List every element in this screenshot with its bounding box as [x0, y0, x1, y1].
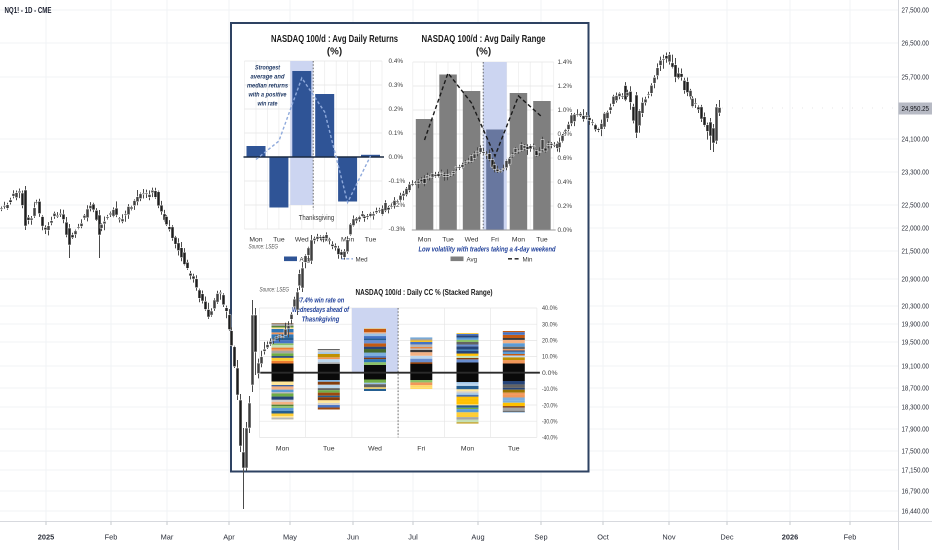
svg-text:0.4%: 0.4% — [389, 58, 404, 65]
svg-text:-20.0%: -20.0% — [542, 402, 558, 409]
svg-text:24,950.25: 24,950.25 — [902, 104, 930, 113]
svg-text:0.8%: 0.8% — [558, 131, 573, 138]
svg-text:19,500.00: 19,500.00 — [902, 338, 930, 347]
svg-text:17,150.00: 17,150.00 — [902, 466, 930, 475]
svg-text:NASDAQ 100/d : Avg Daily Range: NASDAQ 100/d : Avg Daily Range — [422, 34, 546, 45]
svg-text:-0.1%: -0.1% — [389, 178, 406, 185]
svg-text:22,500.00: 22,500.00 — [902, 201, 930, 210]
svg-text:Mar: Mar — [161, 533, 174, 542]
svg-text:16,790.00: 16,790.00 — [902, 487, 930, 496]
svg-text:median returns: median returns — [247, 83, 288, 90]
svg-text:1.2%: 1.2% — [558, 83, 573, 90]
svg-text:67.4% win rate on: 67.4% win rate on — [297, 298, 345, 305]
svg-text:with a positive: with a positive — [249, 92, 287, 99]
svg-text:0.0%: 0.0% — [542, 370, 558, 377]
svg-text:Wed: Wed — [465, 237, 479, 244]
svg-text:Source: LSEG: Source: LSEG — [249, 244, 279, 251]
svg-text:Fri: Fri — [491, 237, 499, 244]
svg-text:0.4%: 0.4% — [558, 179, 573, 186]
svg-text:Feb: Feb — [844, 533, 857, 542]
svg-text:0.1%: 0.1% — [389, 130, 404, 137]
svg-text:Wed: Wed — [295, 237, 309, 244]
svg-text:17,900.00: 17,900.00 — [902, 425, 930, 434]
svg-text:Thanksgiving: Thanksgiving — [299, 213, 335, 222]
svg-text:0.0%: 0.0% — [389, 154, 404, 161]
svg-text:Mon: Mon — [276, 446, 289, 453]
svg-text:(%): (%) — [476, 47, 491, 58]
svg-text:Apr: Apr — [223, 533, 235, 542]
svg-text:Tue: Tue — [323, 446, 335, 453]
svg-text:(%): (%) — [327, 47, 342, 58]
svg-text:24,100.00: 24,100.00 — [902, 135, 930, 144]
svg-text:win rate: win rate — [258, 101, 278, 108]
svg-text:NASDAQ 100/d : Daily CC % (Sta: NASDAQ 100/d : Daily CC % (Stacked Range… — [356, 288, 493, 297]
svg-text:Mon: Mon — [512, 237, 525, 244]
svg-text:Mon: Mon — [461, 446, 474, 453]
svg-text:0.2%: 0.2% — [558, 203, 573, 210]
svg-text:-40.0%: -40.0% — [542, 435, 558, 442]
svg-text:18,300.00: 18,300.00 — [902, 403, 930, 412]
svg-text:Sep: Sep — [534, 533, 547, 542]
svg-text:Fri: Fri — [417, 446, 425, 453]
svg-text:Wed: Wed — [368, 446, 382, 453]
svg-text:2025: 2025 — [38, 533, 54, 542]
svg-text:-0.2%: -0.2% — [389, 202, 406, 209]
svg-text:Oct: Oct — [597, 533, 609, 542]
svg-text:-30.0%: -30.0% — [542, 418, 558, 425]
svg-text:27,500.00: 27,500.00 — [902, 6, 930, 15]
svg-text:Thasnkgiving: Thasnkgiving — [302, 316, 340, 323]
svg-text:Avg: Avg — [467, 257, 478, 264]
svg-text:22,000.00: 22,000.00 — [902, 224, 930, 233]
svg-text:Strongest: Strongest — [255, 65, 281, 72]
svg-text:Min: Min — [523, 257, 534, 264]
svg-text:May: May — [283, 533, 297, 542]
svg-text:0.6%: 0.6% — [558, 155, 573, 162]
svg-text:Tue: Tue — [536, 237, 548, 244]
svg-text:30.0%: 30.0% — [542, 321, 558, 328]
svg-text:Jul: Jul — [408, 533, 418, 542]
svg-text:NQ1! - 1D - CME: NQ1! - 1D - CME — [5, 6, 53, 15]
svg-text:Mon: Mon — [418, 237, 431, 244]
svg-text:20,300.00: 20,300.00 — [902, 302, 930, 311]
svg-text:Source: LSEG: Source: LSEG — [260, 287, 290, 294]
svg-text:25,700.00: 25,700.00 — [902, 73, 930, 82]
svg-text:20,900.00: 20,900.00 — [902, 275, 930, 284]
svg-text:Mon: Mon — [249, 237, 262, 244]
svg-text:Wednesdays ahead of: Wednesdays ahead of — [292, 307, 350, 314]
svg-text:Tue: Tue — [508, 446, 520, 453]
svg-text:Jun: Jun — [347, 533, 359, 542]
svg-text:23,300.00: 23,300.00 — [902, 168, 930, 177]
svg-text:Tue: Tue — [365, 237, 377, 244]
svg-text:Feb: Feb — [105, 533, 118, 542]
svg-text:NASDAQ 100/d : Avg Daily Retur: NASDAQ 100/d : Avg Daily Returns — [271, 34, 398, 45]
svg-text:21,500.00: 21,500.00 — [902, 247, 930, 256]
svg-text:19,100.00: 19,100.00 — [902, 362, 930, 371]
svg-text:1.0%: 1.0% — [558, 107, 573, 114]
svg-text:17,500.00: 17,500.00 — [902, 447, 930, 456]
svg-text:-10.0%: -10.0% — [542, 386, 558, 393]
svg-text:0.2%: 0.2% — [389, 106, 404, 113]
svg-text:19,900.00: 19,900.00 — [902, 320, 930, 329]
svg-text:Med: Med — [356, 257, 369, 264]
svg-text:average and: average and — [251, 74, 286, 81]
svg-text:0.3%: 0.3% — [389, 82, 404, 89]
svg-text:Tue: Tue — [273, 237, 285, 244]
svg-text:40.0%: 40.0% — [542, 305, 558, 312]
svg-text:Fri: Fri — [321, 237, 329, 244]
svg-text:16,440.00: 16,440.00 — [902, 507, 930, 516]
svg-text:Dec: Dec — [720, 533, 733, 542]
svg-text:Aug: Aug — [471, 533, 484, 542]
svg-text:20.0%: 20.0% — [542, 338, 558, 345]
svg-text:Low volatility with traders ta: Low volatility with traders taking a 4-d… — [419, 247, 557, 254]
svg-text:0.0%: 0.0% — [558, 227, 573, 234]
svg-text:Nov: Nov — [662, 533, 675, 542]
svg-text:2026: 2026 — [782, 533, 798, 542]
svg-text:-0.3%: -0.3% — [389, 226, 406, 233]
svg-text:18,700.00: 18,700.00 — [902, 384, 930, 393]
svg-text:1.4%: 1.4% — [558, 59, 573, 66]
svg-text:26,500.00: 26,500.00 — [902, 39, 930, 48]
svg-text:Tue: Tue — [442, 237, 454, 244]
svg-text:10.0%: 10.0% — [542, 354, 558, 361]
